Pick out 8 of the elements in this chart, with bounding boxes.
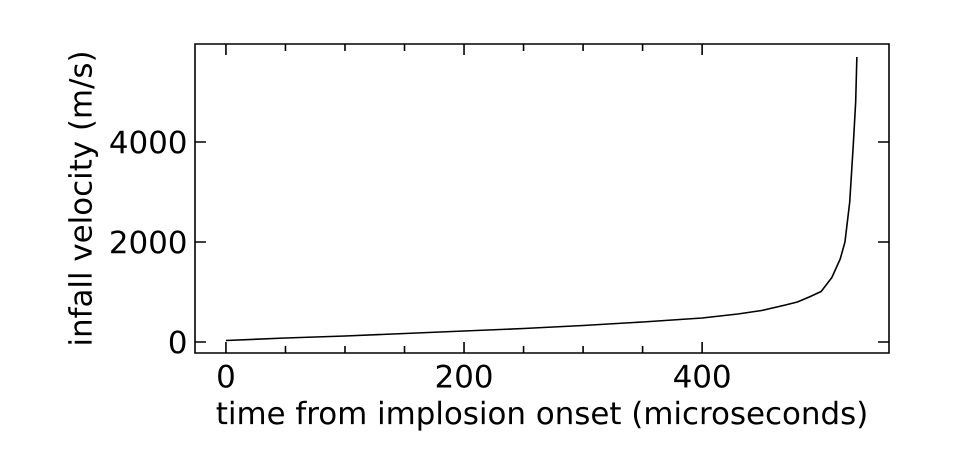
y-tick-label: 2000 — [111, 230, 186, 254]
x-tick-label: 400 — [674, 364, 730, 388]
x-axis-title: time from implosion onset (microseconds) — [216, 400, 866, 431]
x-tick-label: 200 — [436, 364, 492, 388]
x-tick-label: 0 — [218, 364, 234, 388]
y-tick-label: 0 — [170, 330, 186, 354]
y-tick-label: 4000 — [110, 130, 186, 154]
y-axis-title: infall velocity (m/s) — [68, 53, 98, 344]
